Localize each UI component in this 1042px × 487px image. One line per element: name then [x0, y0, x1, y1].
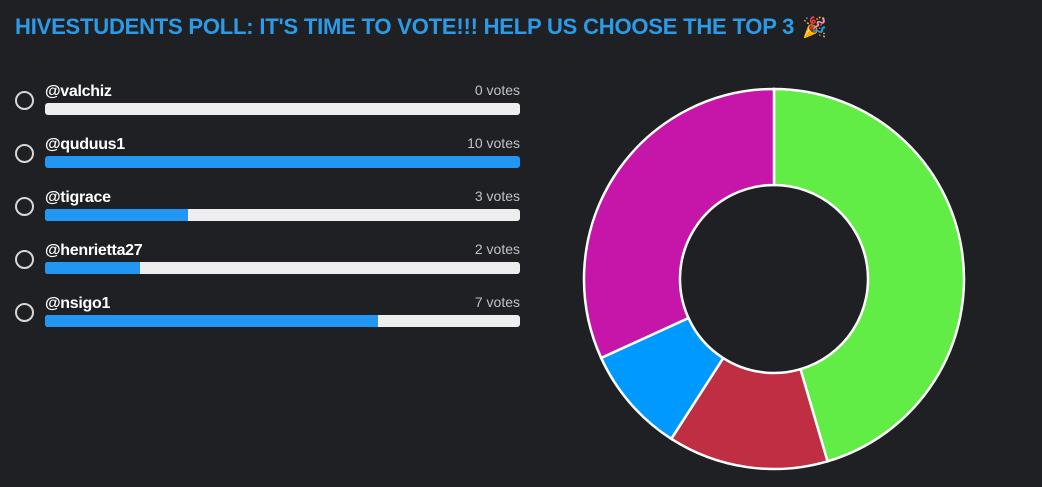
- option-label: @valchiz: [45, 83, 112, 100]
- option-label: @nsigo1: [45, 295, 111, 312]
- poll-option-quduus1[interactable]: @quduus1 10 votes: [15, 135, 520, 177]
- option-vote-count: 7 votes: [474, 294, 520, 310]
- vote-progress-fill: [45, 262, 140, 274]
- vote-progress-bar: [45, 315, 520, 327]
- donut-slice-tigrace: [669, 356, 830, 471]
- donut-slice-nsigo1: [582, 87, 776, 360]
- option-vote-count: 10 votes: [467, 135, 520, 151]
- option-label: @henrietta27: [45, 242, 143, 259]
- party-popper-icon: 🎉: [802, 17, 827, 39]
- vote-progress-bar: [45, 209, 520, 221]
- radio-button[interactable]: [15, 144, 34, 163]
- option-vote-count: 2 votes: [474, 241, 520, 257]
- vote-progress-fill: [45, 209, 188, 221]
- poll-title-text: HIVESTUDENTS POLL: IT'S TIME TO VOTE!!! …: [15, 14, 795, 39]
- vote-progress-bar: [45, 103, 520, 115]
- radio-button[interactable]: [15, 197, 34, 216]
- radio-button[interactable]: [15, 303, 34, 322]
- vote-progress-fill: [45, 156, 520, 168]
- option-label: @quduus1: [45, 136, 125, 153]
- vote-progress-fill: [45, 315, 378, 327]
- poll-option-nsigo1[interactable]: @nsigo1 7 votes: [15, 294, 520, 336]
- option-vote-count: 3 votes: [474, 188, 520, 204]
- poll-title: HIVESTUDENTS POLL: IT'S TIME TO VOTE!!! …: [15, 14, 827, 40]
- vote-progress-bar: [45, 156, 520, 168]
- donut-slice-quduus1: [772, 87, 966, 463]
- option-label: @tigrace: [45, 189, 111, 206]
- vote-progress-bar: [45, 262, 520, 274]
- poll-option-henrietta27[interactable]: @henrietta27 2 votes: [15, 241, 520, 283]
- poll-option-tigrace[interactable]: @tigrace 3 votes: [15, 188, 520, 230]
- vote-donut-chart: [582, 87, 966, 471]
- radio-button[interactable]: [15, 91, 34, 110]
- radio-button[interactable]: [15, 250, 34, 269]
- poll-option-valchiz[interactable]: @valchiz 0 votes: [15, 82, 520, 124]
- option-vote-count: 0 votes: [474, 82, 520, 98]
